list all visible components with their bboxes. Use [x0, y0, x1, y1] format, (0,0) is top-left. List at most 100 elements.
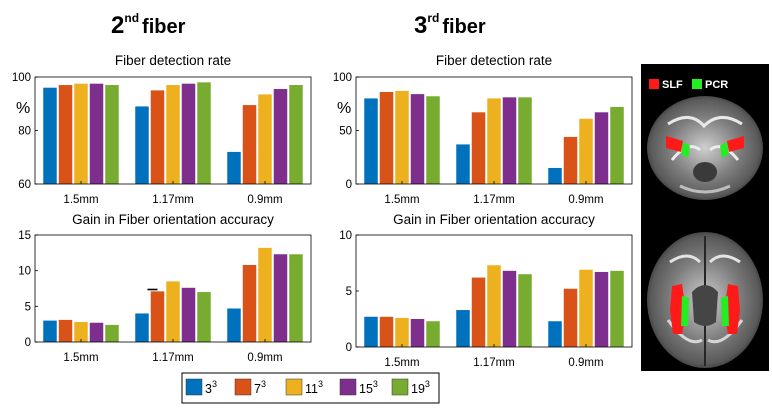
bar-0.9mm-series-4	[594, 271, 609, 347]
y-tick-label: 5	[25, 301, 31, 313]
bar-1.5mm-series-1	[364, 98, 378, 184]
bar-1.5mm-series-3	[395, 317, 409, 347]
y-tick-label: 0	[346, 342, 352, 354]
y-tick-label: 60	[18, 179, 31, 191]
legend-base: 11	[305, 382, 318, 396]
bar-1.17mm-series-5	[518, 274, 532, 347]
bar-1.17mm-series-2	[471, 277, 486, 347]
slf-legend-swatch	[649, 79, 659, 89]
bar-0.9mm-series-4	[594, 112, 609, 184]
x-category-label: 1.5mm	[63, 194, 98, 206]
y-axis-label: %	[16, 100, 30, 117]
x-category-label: 0.9mm	[247, 352, 282, 364]
bar-0.9mm-series-3	[258, 94, 272, 184]
bar-0.9mm-series-3	[579, 269, 593, 347]
x-category-label: 0.9mm	[568, 194, 603, 206]
chart-3rd-fiber-orientation-gain: Gain in Fiber orientation accuracy 0 5 10 1.…	[339, 212, 633, 369]
x-category-label: 1.17mm	[152, 194, 194, 206]
legend-superscript: 3	[318, 379, 323, 389]
legend-base: 3	[205, 382, 212, 396]
y-tick-label: 50	[339, 126, 352, 138]
bar-0.9mm-series-2	[242, 264, 257, 342]
heading-2nd-fiber: 2nd fiber	[111, 11, 186, 39]
chart-2nd-fiber-detection-rate: Fiber detection rate% 60 80 100 1.5mm 1.17mm 0…	[12, 53, 312, 206]
bar-1.17mm-series-3	[487, 98, 501, 184]
bar-1.17mm-series-3	[166, 85, 180, 184]
bar-0.9mm-series-1	[548, 167, 562, 184]
legend-swatch	[185, 378, 203, 396]
bar-1.17mm-series-5	[197, 82, 211, 184]
legend: 33 73 113 153 193	[181, 372, 440, 404]
legend-label: 153	[359, 379, 378, 396]
bar-1.5mm-series-3	[74, 322, 88, 342]
bar-1.5mm-series-5	[105, 324, 119, 342]
legend-label: 193	[411, 379, 430, 396]
y-tick-label: 100	[12, 72, 31, 84]
pcr-legend-swatch	[692, 79, 702, 89]
chart-title: Gain in Fiber orientation accuracy	[72, 212, 274, 227]
legend-swatch	[339, 378, 357, 396]
legend-superscript: 3	[373, 379, 378, 389]
bar-1.5mm-series-2	[379, 91, 394, 184]
y-tick-label: 0	[346, 179, 352, 191]
x-category-label: 1.5mm	[63, 352, 98, 364]
bar-0.9mm-series-5	[610, 106, 624, 184]
x-category-label: 1.17mm	[152, 352, 194, 364]
bar-1.5mm-series-1	[43, 87, 57, 184]
bar-1.17mm-series-2	[471, 112, 486, 184]
bar-1.5mm-series-2	[58, 85, 73, 184]
plot-frame	[355, 234, 633, 348]
bar-1.5mm-series-1	[43, 320, 57, 342]
slf-label: SLF	[662, 79, 683, 91]
bar-1.5mm-series-2	[58, 319, 73, 342]
legend-superscript: 3	[212, 379, 217, 389]
legend-superscript: 3	[425, 379, 430, 389]
bar-0.9mm-series-4	[273, 254, 288, 342]
pcr-label: PCR	[705, 79, 728, 91]
x-category-label: 0.9mm	[568, 357, 603, 369]
bar-0.9mm-series-1	[227, 151, 241, 184]
legend-swatch	[391, 378, 409, 396]
bar-1.17mm-series-4	[502, 270, 517, 347]
y-tick-label: 10	[339, 230, 352, 242]
y-tick-label: 80	[18, 126, 31, 138]
bar-1.5mm-series-3	[74, 83, 88, 184]
chart-3rd-fiber-detection-rate: Fiber detection rate% 0 50 100 1.5mm 1.17mm 0.…	[333, 53, 633, 206]
x-category-label: 1.5mm	[384, 357, 419, 369]
bar-1.17mm-series-1	[456, 310, 470, 347]
y-tick-label: 100	[333, 72, 352, 84]
bar-1.5mm-series-4	[410, 94, 425, 184]
x-category-label: 1.17mm	[473, 194, 515, 206]
bar-1.17mm-series-3	[487, 265, 501, 347]
bar-0.9mm-series-2	[563, 288, 578, 347]
heading-3rd-fiber: 3rd fiber	[414, 11, 486, 39]
y-axis-label: %	[337, 100, 351, 117]
x-category-label: 1.17mm	[473, 357, 515, 369]
bar-1.5mm-series-5	[105, 85, 119, 184]
bar-1.17mm-series-4	[181, 83, 196, 184]
y-tick-label: 10	[18, 266, 31, 278]
bar-0.9mm-series-5	[610, 270, 624, 347]
bar-1.5mm-series-5	[426, 96, 440, 184]
bar-1.5mm-series-4	[89, 322, 104, 342]
bar-0.9mm-series-2	[563, 136, 578, 184]
bar-0.9mm-series-5	[289, 254, 303, 342]
bar-1.17mm-series-1	[135, 106, 149, 184]
legend-label: 113	[305, 379, 323, 396]
legend-label: 33	[205, 379, 217, 396]
bar-1.17mm-series-2	[150, 291, 165, 342]
chart-title: Fiber detection rate	[115, 53, 231, 68]
bar-0.9mm-series-3	[579, 118, 593, 184]
bar-1.17mm-series-4	[502, 97, 517, 184]
chart-title: Fiber detection rate	[436, 53, 552, 68]
bar-1.5mm-series-1	[364, 316, 378, 347]
legend-base: 7	[254, 382, 261, 396]
bar-0.9mm-series-5	[289, 85, 303, 184]
y-tick-label: 15	[18, 230, 31, 242]
x-category-label: 1.5mm	[384, 194, 419, 206]
bar-1.17mm-series-3	[166, 281, 180, 342]
bar-0.9mm-series-1	[548, 321, 562, 347]
legend-label: 73	[254, 379, 266, 396]
plot-frame	[355, 76, 633, 185]
